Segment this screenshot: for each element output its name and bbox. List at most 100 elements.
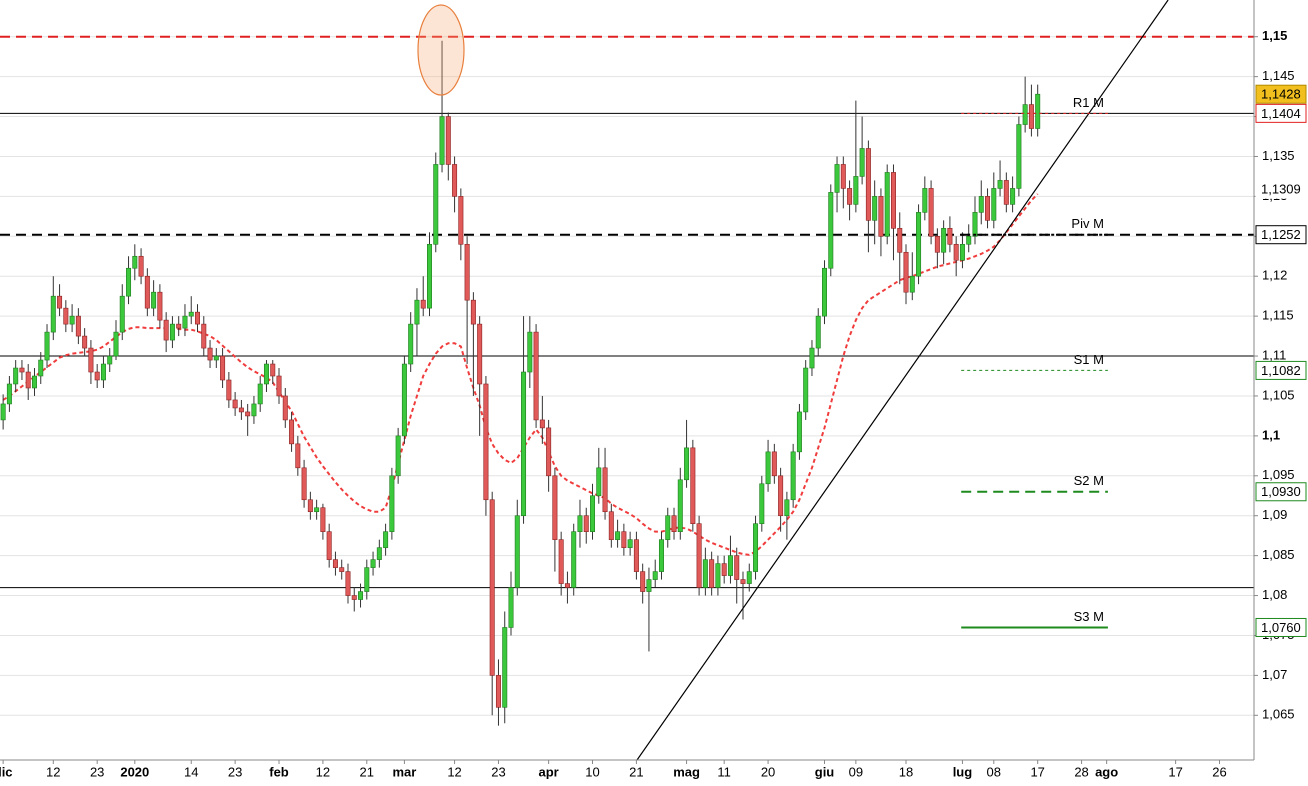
candle-body (326, 531, 332, 560)
candle-body (470, 299, 476, 325)
candle-body (401, 363, 407, 437)
candle-body (169, 323, 175, 341)
candle-body (740, 579, 746, 584)
candle-body (709, 559, 715, 588)
candle-body (715, 563, 721, 588)
pivot-label: Piv M (1071, 216, 1104, 231)
price-tag-label: 1,1404 (1261, 106, 1301, 121)
price-tag-label: 1,1428 (1261, 87, 1301, 102)
candle-body (822, 267, 827, 317)
candle-body (608, 511, 614, 540)
candle-body (928, 188, 934, 237)
candle-body (546, 427, 552, 477)
price-tag (1255, 103, 1307, 123)
candle-body (521, 371, 527, 517)
candle-body (596, 467, 602, 497)
candle-body (213, 355, 219, 361)
candle-body (677, 479, 683, 532)
candle-body (790, 451, 796, 501)
x-tick-label: ago (1095, 764, 1118, 779)
x-tick-label: lug (953, 764, 973, 779)
x-tick-label: 23 (491, 764, 505, 779)
candle-body (314, 507, 320, 513)
candle-body (897, 228, 903, 253)
y-tick-label: 1,08 (1262, 587, 1287, 602)
candle-body (257, 383, 263, 405)
candle-body (502, 627, 508, 708)
x-tick-label: 23 (228, 764, 242, 779)
candle-body (552, 475, 558, 540)
candle-body (665, 515, 671, 540)
candle-body (646, 579, 652, 592)
candle-body (966, 236, 972, 245)
x-tick-label: 18 (899, 764, 913, 779)
candle-body (464, 243, 470, 301)
candle-body (527, 331, 533, 373)
axes-labels: 1,0651,071,0751,081,0851,091,0951,11,105… (0, 28, 1307, 779)
candle-body (6, 383, 12, 405)
candle-body (220, 355, 226, 381)
candle-body (1022, 104, 1028, 125)
candle-body (865, 148, 871, 221)
x-tick-label: 17 (1168, 764, 1182, 779)
y-tick-label: 1,11 (1262, 347, 1286, 362)
y-tick-label: 1,09 (1262, 507, 1287, 522)
candle-body (25, 371, 31, 389)
candle-body (753, 523, 759, 572)
y-tick-label: 1,085 (1262, 547, 1295, 562)
candle-body (859, 148, 865, 177)
candle-body (702, 559, 708, 588)
candle-body (351, 595, 357, 600)
candle-body (163, 319, 169, 341)
candle-body (803, 367, 809, 413)
x-tick-label: mar (392, 764, 416, 779)
candle-body (922, 188, 928, 213)
candle-body (696, 523, 702, 588)
y-tick-label: 1,145 (1262, 68, 1295, 83)
candle-body (909, 275, 915, 293)
candle-body (100, 363, 106, 381)
candle-body (88, 347, 94, 373)
candle-body (389, 475, 395, 532)
x-tick-label: 23 (90, 764, 104, 779)
price-tag-label: 1,1252 (1261, 227, 1301, 242)
candle-body (985, 196, 991, 221)
candle-body (784, 499, 790, 517)
candle-body (31, 375, 37, 389)
candle-body (652, 571, 658, 580)
candle-body (1016, 124, 1022, 189)
candle-body (828, 192, 834, 269)
candle-body (144, 275, 150, 309)
trendline (636, 0, 1169, 760)
candle-body (307, 499, 313, 513)
x-tick-label: feb (269, 764, 289, 779)
candle-body (533, 331, 539, 421)
y-tick-label: 1,15 (1262, 28, 1287, 43)
y-tick-label: 1,105 (1262, 387, 1295, 402)
y-tick-label: 1,135 (1262, 148, 1295, 163)
candle-body (282, 395, 288, 421)
x-tick-label: 28 (1074, 764, 1088, 779)
candle-body (671, 515, 677, 532)
candle-body (207, 347, 213, 361)
x-tick-label: 11 (717, 764, 731, 779)
candle-body (226, 379, 232, 401)
candle-body (408, 323, 414, 365)
candle-body (0, 403, 6, 421)
price-tag (1255, 617, 1307, 637)
candle-body (132, 255, 138, 269)
x-tick-label: 20 (761, 764, 775, 779)
candle-body (571, 531, 577, 588)
candle-body (495, 675, 501, 708)
y-tick-label: 1,1 (1262, 427, 1280, 442)
candle-body (276, 375, 282, 397)
candle-body (339, 567, 345, 572)
price-tag (1255, 84, 1307, 104)
candle-body (602, 467, 608, 513)
candle-body (188, 311, 194, 317)
candle-body (878, 196, 884, 237)
candle-body (295, 443, 301, 469)
price-tag-label: 1,0760 (1261, 620, 1301, 635)
price-tag-label: 1,1309 (1261, 182, 1301, 197)
